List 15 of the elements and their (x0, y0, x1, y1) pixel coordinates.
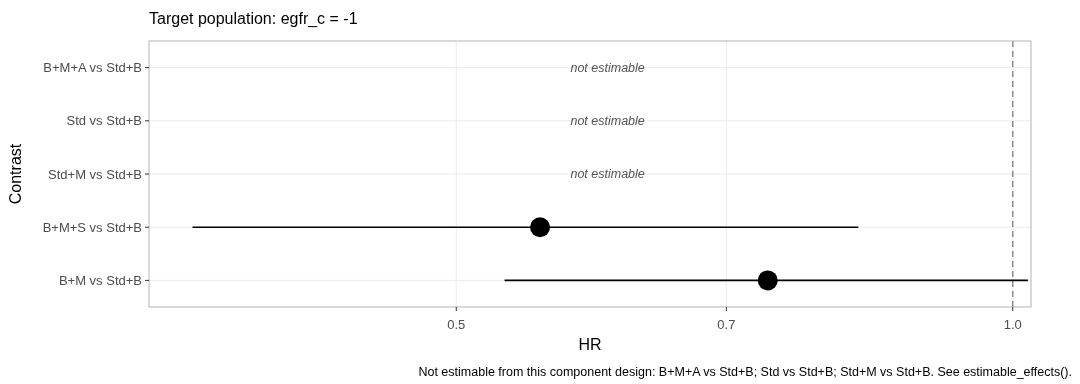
x-axis-title: HR (578, 336, 602, 353)
annotation: not estimable (570, 113, 645, 128)
text: Not estimable from this component design: B+M+A vs Std+B; Std vs Std+B; Std+M vs Std+B. See estimable_effects(). (418, 365, 1072, 379)
y-axis-title: Contrast (7, 143, 24, 205)
y-tick-label: B+M+S vs Std+B (42, 219, 142, 235)
annotation: not estimable (570, 60, 645, 75)
annotation: not estimable (570, 167, 645, 181)
y-tick-label: Std vs Std+B (66, 113, 142, 129)
y-tick-label: B+M vs Std+B (58, 272, 142, 288)
x-tick-label: 0.5 (447, 317, 466, 332)
x-tick-label: 0.7 (717, 317, 736, 332)
y-tick-label: Std+M vs Std+B (48, 166, 142, 182)
y-tick-label: B+M+A vs Std+B (43, 60, 142, 76)
chart-title: Target population: egfr_c = -1 (149, 10, 358, 28)
x-tick-label: 1.0 (1003, 317, 1022, 332)
